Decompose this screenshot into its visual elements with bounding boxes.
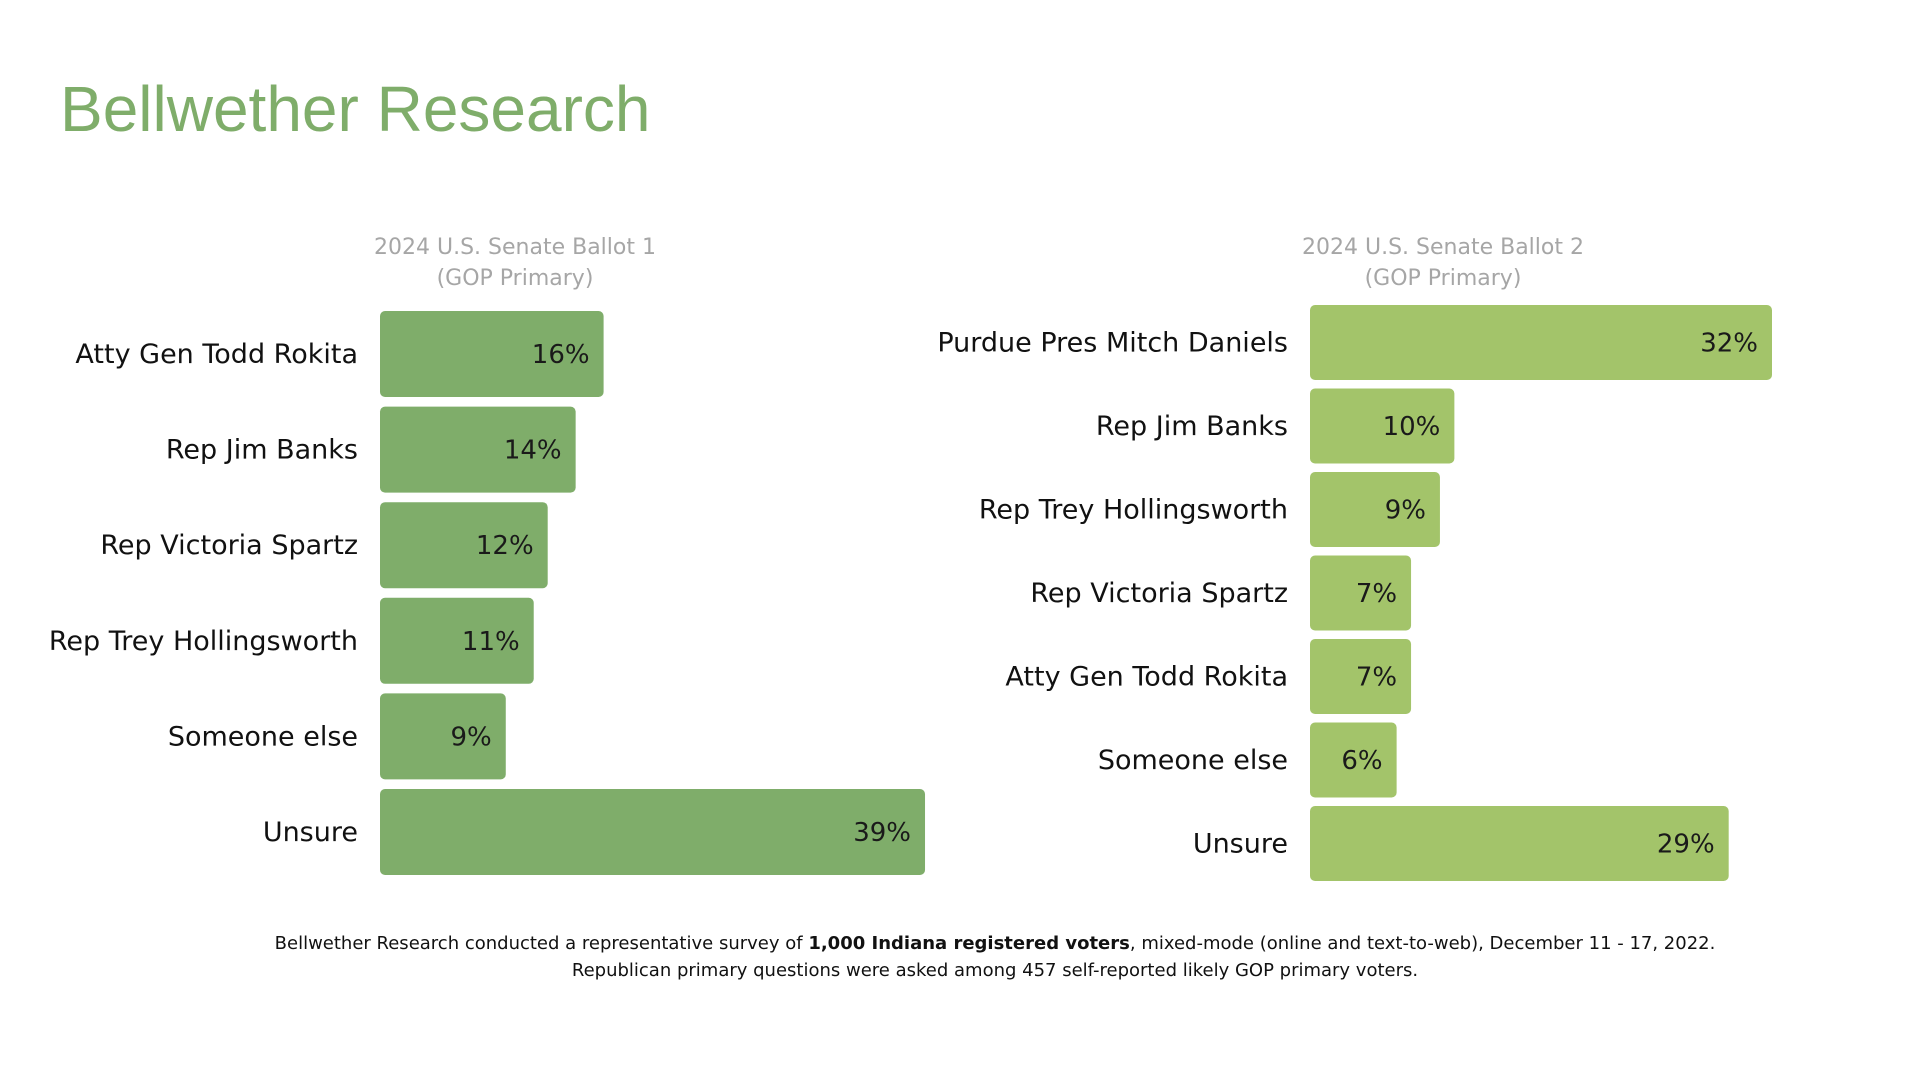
ballot2-value-label-3: 9% — [1385, 496, 1426, 526]
footnote-line1-text: Bellwether Research conducted a represen… — [274, 933, 809, 954]
footnote-bold-sample: 1,000 Indiana registered voters — [808, 933, 1130, 954]
ballot1-value-label-6: 39% — [853, 818, 911, 848]
ballot2-bar-7 — [1310, 806, 1729, 881]
ballot1-category-label-1: Atty Gen Todd Rokita — [75, 339, 358, 370]
ballot1-value-label-2: 14% — [504, 436, 562, 466]
chart2-title-line2: (GOP Primary) — [1364, 266, 1522, 291]
page-title: Bellwether Research — [60, 73, 651, 145]
ballot2-value-label-1: 32% — [1700, 329, 1758, 359]
ballot2-bar-4 — [1310, 555, 1412, 631]
ballot1-value-label-4: 11% — [462, 627, 520, 657]
chart2-title-line1: 2024 U.S. Senate Ballot 2 — [1302, 235, 1584, 260]
ballot1-bar-1 — [380, 311, 604, 397]
ballot2-bar-6 — [1310, 722, 1397, 798]
chart1-title-line1: 2024 U.S. Senate Ballot 1 — [374, 235, 656, 260]
ballot1-bar-5 — [380, 693, 506, 780]
chart1-title-line2: (GOP Primary) — [436, 266, 594, 291]
ballot1-bar-6 — [380, 789, 926, 875]
ballot2-bar-3 — [1310, 472, 1440, 547]
ballot2-category-label-1: Purdue Pres Mitch Daniels — [937, 328, 1288, 359]
ballot2-category-label-7: Unsure — [1193, 829, 1288, 860]
ballot2-category-label-4: Rep Victoria Spartz — [1030, 578, 1288, 609]
ballot2-value-label-6: 6% — [1341, 746, 1382, 776]
footnote-line2: Republican primary questions were asked … — [571, 960, 1419, 981]
footnote-line1-text-end: , mixed-mode (online and text-to-web), D… — [1129, 933, 1716, 954]
ballot1-category-label-5: Someone else — [168, 721, 358, 752]
survey-footnote: Bellwether Research conducted a represen… — [0, 930, 1920, 984]
ballot1-bar-2 — [380, 406, 576, 493]
ballot2-bar-5 — [1310, 639, 1412, 714]
ballot2-category-label-2: Rep Jim Banks — [1096, 411, 1288, 442]
ballot2-category-label-3: Rep Trey Hollingsworth — [979, 495, 1288, 526]
footnote-line1: Bellwether Research conducted a represen… — [0, 930, 1920, 957]
ballot1-value-label-5: 9% — [451, 722, 492, 752]
ballot2-bar-1 — [1310, 305, 1772, 380]
chart2-title: 2024 U.S. Senate Ballot 2 (GOP Primary) — [1248, 232, 1638, 294]
ballot2-value-label-7: 29% — [1657, 830, 1715, 860]
ballot2-category-label-5: Atty Gen Todd Rokita — [1005, 662, 1288, 693]
chart1-title: 2024 U.S. Senate Ballot 1 (GOP Primary) — [320, 232, 710, 294]
ballot2-value-label-5: 7% — [1356, 663, 1397, 693]
ballot2-bar-2 — [1310, 388, 1455, 464]
ballot2-value-label-2: 10% — [1383, 412, 1441, 442]
ballot1-category-label-4: Rep Trey Hollingsworth — [49, 626, 358, 657]
ballot1-bar-3 — [380, 502, 548, 589]
ballot1-value-label-3: 12% — [476, 531, 534, 561]
ballot2-category-label-6: Someone else — [1098, 745, 1288, 776]
ballot1-category-label-3: Rep Victoria Spartz — [100, 530, 358, 561]
ballot1-bar-4 — [380, 597, 534, 684]
ballot2-value-label-4: 7% — [1356, 579, 1397, 609]
ballot1-category-label-2: Rep Jim Banks — [166, 435, 358, 466]
ballot1-value-label-1: 16% — [532, 340, 590, 370]
ballot1-category-label-6: Unsure — [263, 817, 358, 848]
